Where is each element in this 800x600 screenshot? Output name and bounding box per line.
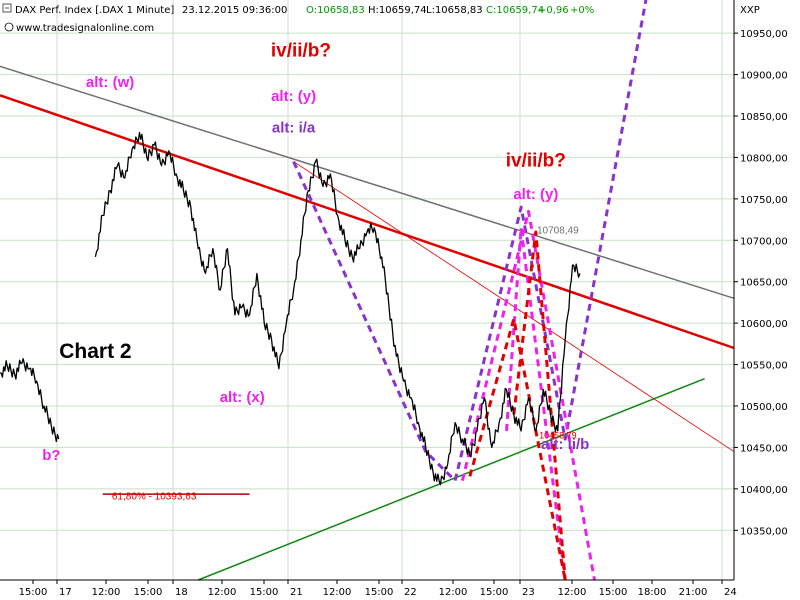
- x-axis-ticks: 15:00 17 12:00 15:00 18 12:00 15:00 21 12:00 15:0…: [19, 580, 737, 598]
- price-line-segment-1: [94, 131, 581, 486]
- x-tick-label-0: 15:00: [19, 587, 48, 598]
- projections-group: [292, 0, 648, 581]
- x-tick-label-16: 18:00: [638, 587, 667, 598]
- trendline-gray-0: [0, 65, 735, 300]
- trendline-green-3: [197, 377, 705, 581]
- annotation-label-7: alt: ii/b: [541, 436, 589, 453]
- grid-lines: [0, 0, 734, 580]
- annotations-group: alt: (w) iv/ii/b? alt: (y) alt: i/a iv/ii/b?…: [42, 40, 589, 502]
- header-high: H:10659,74: [368, 5, 427, 16]
- annotation-label-2: alt: (y): [271, 88, 316, 105]
- projection-red-4: [512, 230, 567, 581]
- y-tick-label-8: 10550,00: [740, 361, 788, 372]
- x-tick-label-13: 23: [522, 587, 535, 598]
- x-tick-label-5: 12:00: [208, 587, 237, 598]
- y-tick-label-12: 10350,00: [740, 526, 788, 537]
- header-close: C:10659,74: [486, 5, 544, 16]
- y-tick-label-4: 10750,00: [740, 195, 788, 206]
- y-tick-label-10: 10450,00: [740, 443, 788, 454]
- annotation-label-8: b?: [42, 447, 60, 464]
- trendline-red-2: [293, 161, 735, 452]
- price-line-segment-0: [0, 358, 60, 443]
- annotation-label-3: alt: i/a: [272, 120, 316, 137]
- x-tick-label-12: 15:00: [480, 587, 509, 598]
- header-datetime: 23.12.2015 09:36:00: [182, 5, 287, 16]
- x-tick-label-9: 15:00: [365, 587, 394, 598]
- annotation-label-1: iv/ii/b?: [271, 40, 331, 61]
- x-tick-label-15: 15:00: [599, 587, 628, 598]
- annotation-label-12: 61,80% - 10393,63: [112, 492, 197, 503]
- header-change-pct: +0%: [570, 5, 594, 16]
- y-axis-ticks: 10950,00 10900,00 10850,00 10800,00 10750,00…: [734, 29, 788, 537]
- y-tick-label-0: 10950,00: [740, 29, 788, 40]
- y-tick-label-5: 10700,00: [740, 236, 788, 247]
- trendlines-group: [0, 65, 735, 581]
- x-tick-label-7: 21: [290, 587, 303, 598]
- copyright-icon: [4, 22, 14, 32]
- projection-purple-0: [292, 0, 648, 483]
- projection-red-3: [468, 317, 567, 581]
- y-tick-label-1: 10900,00: [740, 71, 788, 82]
- projection-magenta-1: [460, 209, 596, 581]
- trendline-red-1: [0, 94, 735, 350]
- annotation-label-11: 10458,79: [539, 430, 577, 440]
- x-tick-label-3: 15:00: [134, 587, 163, 598]
- y-tick-label-9: 10500,00: [740, 402, 788, 413]
- x-tick-label-8: 12:00: [323, 587, 352, 598]
- x-tick-label-18: 24: [724, 587, 737, 598]
- annotation-label-0: alt: (w): [86, 74, 134, 91]
- y-tick-label-3: 10800,00: [740, 153, 788, 164]
- y-tick-label-6: 10650,00: [740, 278, 788, 289]
- y-tick-label-2: 10850,00: [740, 112, 788, 123]
- header-open: O:10658,83: [306, 5, 365, 16]
- x-tick-label-1: 17: [59, 587, 72, 598]
- x-tick-label-17: 21:00: [679, 587, 708, 598]
- annotation-label-10: 10708,49: [537, 226, 579, 237]
- x-tick-label-6: 15:00: [250, 587, 279, 598]
- y-tick-label-11: 10400,00: [740, 485, 788, 496]
- price-series-group: [0, 131, 581, 486]
- header-low: L:10658,83: [426, 5, 483, 16]
- annotation-label-6: alt: (x): [220, 389, 265, 406]
- x-tick-label-14: 12:00: [558, 587, 587, 598]
- y-tick-label-7: 10600,00: [740, 319, 788, 330]
- source-label: www.tradesignalonline.com: [16, 23, 154, 34]
- annotation-label-9: Chart 2: [59, 340, 131, 363]
- header-instrument: DAX Perf. Index [.DAX 1 Minute]: [15, 5, 174, 16]
- x-tick-label-4: 18: [175, 587, 188, 598]
- x-tick-label-10: 22: [404, 587, 417, 598]
- annotation-label-4: iv/ii/b?: [506, 151, 566, 172]
- price-unit-label: XXP: [740, 5, 760, 16]
- x-tick-label-2: 12:00: [92, 587, 121, 598]
- header-change: +0,96: [538, 5, 569, 16]
- x-tick-label-11: 12:00: [439, 587, 468, 598]
- annotation-label-5: alt: (y): [513, 186, 558, 203]
